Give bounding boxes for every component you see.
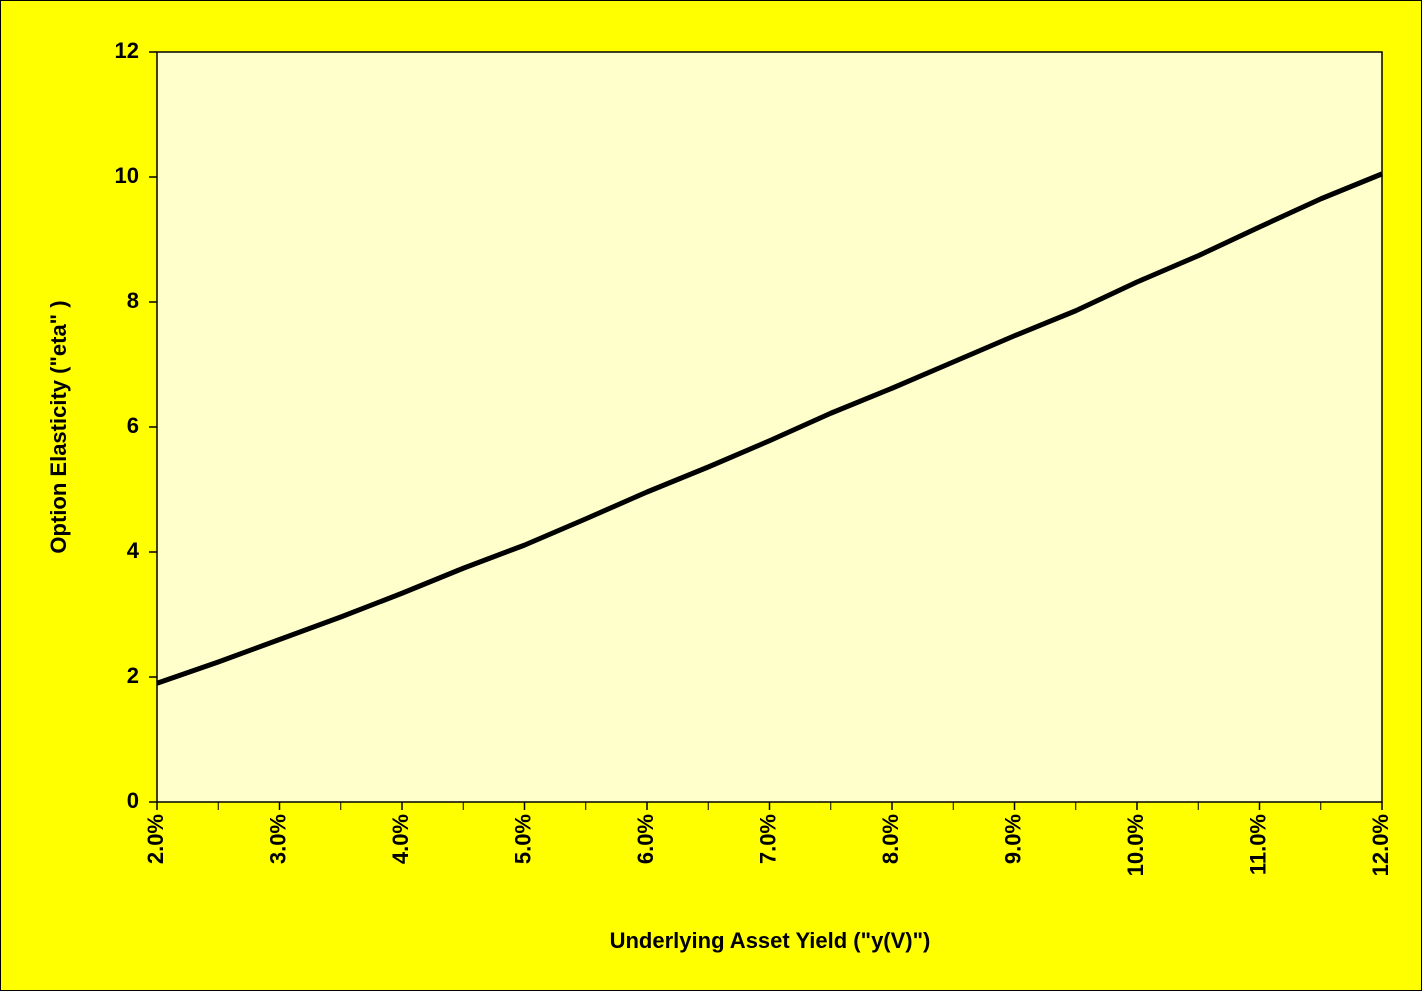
data-line (156, 171, 1383, 686)
x-tick-label: 9.0% (1000, 814, 1025, 864)
x-tick-label: 12.0% (1368, 814, 1393, 876)
y-tick-label: 12 (115, 38, 139, 63)
x-tick-label: 3.0% (265, 814, 290, 864)
x-tick-label: 6.0% (633, 814, 658, 864)
y-tick-label: 2 (127, 663, 139, 688)
y-tick-label: 8 (127, 288, 139, 313)
y-axis-title: Option Elasticity ("eta" ) (46, 300, 71, 553)
y-tick-label: 10 (115, 163, 139, 188)
x-tick-label: 4.0% (388, 814, 413, 864)
x-tick-label: 2.0% (143, 814, 168, 864)
x-axis-title: Underlying Asset Yield ("y(V)") (610, 928, 931, 953)
plot-area (156, 51, 1383, 803)
x-tick-label: 10.0% (1123, 814, 1148, 876)
x-tick-label: 7.0% (755, 814, 780, 864)
y-tick-label: 0 (127, 788, 139, 813)
x-tick-label: 8.0% (878, 814, 903, 864)
y-tick-label: 4 (127, 538, 140, 563)
y-tick-label: 6 (127, 413, 139, 438)
x-tick-label: 5.0% (510, 814, 535, 864)
x-tick-label: 11.0% (1245, 814, 1270, 875)
